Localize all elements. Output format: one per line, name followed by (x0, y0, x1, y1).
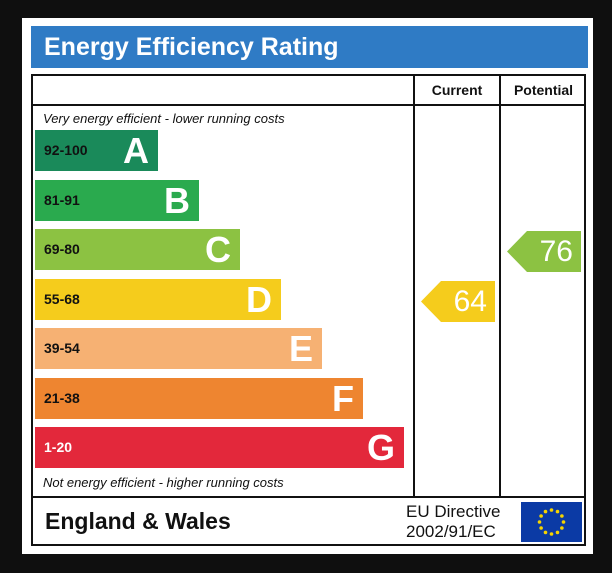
column-divider-potential (499, 74, 501, 498)
band-letter: A (123, 130, 149, 171)
eu-star (539, 526, 543, 530)
header-bar: Energy Efficiency Rating (31, 26, 588, 68)
eu-flag-field (521, 502, 582, 542)
page-title: Energy Efficiency Rating (44, 33, 339, 61)
band-range: 39-54 (44, 340, 80, 356)
eu-star (543, 530, 548, 535)
eu-star (560, 526, 564, 530)
directive-line-1: EU Directive (406, 502, 501, 521)
column-header-potential: Potential (513, 82, 574, 98)
band-range: 92-100 (44, 142, 88, 158)
band-e: 39-54 E (35, 328, 322, 369)
band-b: 81-91 B (35, 180, 199, 221)
footer-directive: EU Directive 2002/91/EC (406, 502, 500, 542)
band-c: 69-80 C (35, 229, 240, 270)
band-f: 21-38 F (35, 378, 363, 419)
footer-divider (31, 496, 586, 498)
band-range: 69-80 (44, 241, 80, 257)
band-range: 55-68 (44, 291, 80, 307)
eu-star (560, 514, 564, 518)
footer-region: England & Wales (45, 508, 231, 534)
eu-star (539, 514, 543, 518)
arrow-left-icon (421, 281, 495, 322)
band-letter: G (366, 427, 395, 468)
band-range: 21-38 (44, 390, 80, 406)
eu-flag-icon (521, 502, 582, 542)
eu-star (537, 520, 542, 524)
band-letter: D (246, 279, 272, 320)
column-divider-current (413, 74, 415, 498)
band-g: 1-20 G (35, 427, 404, 468)
eu-star (561, 520, 566, 524)
band-a: 92-100 A (35, 130, 158, 171)
potential-rating-arrow: 76 (507, 231, 581, 272)
eu-star (543, 509, 548, 514)
potential-rating-value: 76 (539, 235, 573, 268)
eu-star (555, 530, 560, 535)
band-range: 1-20 (44, 439, 73, 455)
band-d: 55-68 D (35, 279, 281, 320)
band-letter: B (164, 180, 190, 221)
note-inefficient: Not energy efficient - higher running co… (43, 475, 284, 490)
column-header-current: Current (431, 82, 483, 98)
directive-line-2: 2002/91/EC (406, 522, 496, 541)
band-range: 81-91 (44, 192, 80, 208)
eu-flag-stars (537, 508, 566, 536)
arrow-left-icon (507, 231, 581, 272)
note-efficient: Very energy efficient - lower running co… (43, 111, 285, 126)
header-row-divider (31, 104, 586, 106)
eu-star (549, 508, 554, 512)
current-rating-value: 64 (453, 285, 487, 318)
current-rating-arrow: 64 (421, 281, 495, 322)
eu-star (555, 509, 560, 514)
rating-frame (31, 74, 586, 546)
band-letter: C (205, 229, 231, 270)
band-letter: E (288, 328, 313, 369)
band-letter: F (332, 378, 354, 419)
eu-star (549, 532, 554, 536)
